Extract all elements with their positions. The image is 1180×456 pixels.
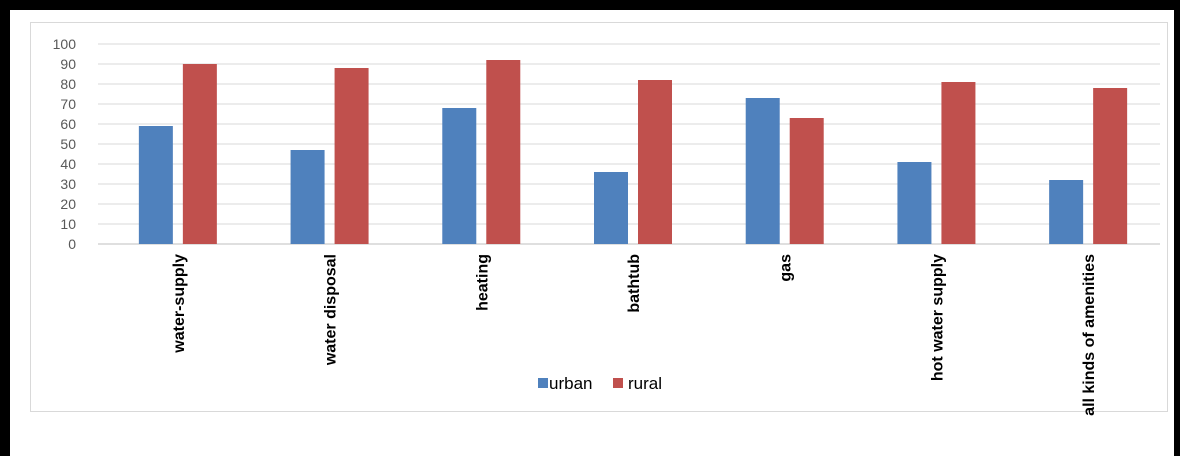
bar-rural-water-supply xyxy=(182,64,217,244)
bar-urban-water-supply xyxy=(138,126,173,244)
y-tick-label: 70 xyxy=(60,96,76,112)
bar-urban-water-disposal xyxy=(290,150,325,244)
y-tick-label: 100 xyxy=(53,36,77,52)
x-tick-label: bathtub xyxy=(626,254,643,313)
y-tick-label: 50 xyxy=(60,136,76,152)
bars xyxy=(138,60,1128,244)
y-tick-label: 80 xyxy=(60,76,76,92)
bar-urban-hot-water-supply xyxy=(897,162,932,244)
bar-rural-hot-water-supply xyxy=(941,82,976,244)
y-tick-label: 10 xyxy=(60,216,76,232)
x-tick-label: all kinds of amenities xyxy=(1081,254,1098,416)
bar-rural-gas xyxy=(789,118,824,244)
legend: urban rural xyxy=(538,374,662,393)
y-tick-label: 60 xyxy=(60,116,76,132)
y-tick-label: 0 xyxy=(68,236,76,252)
x-tick-label: water disposal xyxy=(323,254,340,366)
bar-rural-water-disposal xyxy=(334,68,369,244)
gridlines xyxy=(98,43,1160,245)
chart-area xyxy=(30,22,1168,412)
bar-rural-bathtub xyxy=(638,80,672,244)
x-axis: water-supply water disposal heating bathtub… xyxy=(171,254,1098,416)
bar-urban-all-kinds-of-amenities xyxy=(1049,180,1084,244)
bar-rural-all-kinds-of-amenities xyxy=(1093,88,1128,244)
x-tick-label: hot water supply xyxy=(929,254,946,381)
bar-rural-heating xyxy=(486,60,521,244)
legend-label-rural: rural xyxy=(628,374,662,393)
legend-label-urban: urban xyxy=(549,374,592,393)
y-tick-label: 20 xyxy=(60,196,76,212)
x-tick-label: heating xyxy=(474,254,491,311)
x-tick-label: water-supply xyxy=(171,254,188,354)
legend-swatch-rural xyxy=(613,378,623,388)
bar-urban-gas xyxy=(745,98,780,244)
y-axis: 0 10 20 30 40 50 60 70 80 90 100 xyxy=(53,36,77,252)
bar-urban-heating xyxy=(442,108,477,244)
y-tick-label: 30 xyxy=(60,176,76,192)
y-tick-label: 40 xyxy=(60,156,76,172)
bar-urban-bathtub xyxy=(594,172,628,244)
x-tick-label: gas xyxy=(778,254,795,282)
legend-swatch-urban xyxy=(538,378,548,388)
y-tick-label: 90 xyxy=(60,56,76,72)
